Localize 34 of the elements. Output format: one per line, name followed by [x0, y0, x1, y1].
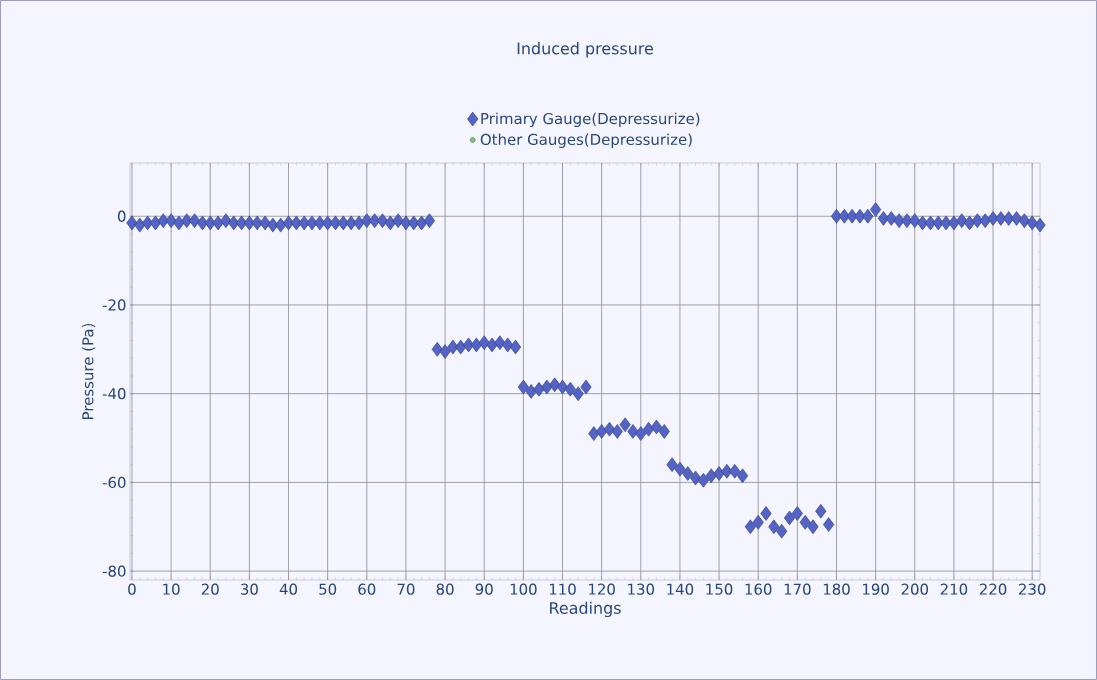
- x-tick-label: 70: [397, 583, 415, 595]
- x-tick-label: 220: [979, 583, 1007, 595]
- y-tick-label: -60: [102, 476, 126, 489]
- x-tick-label: 20: [201, 583, 219, 595]
- y-tick-label: 0: [117, 210, 126, 222]
- x-tick-label: 230: [1019, 583, 1046, 595]
- x-tick-label: 60: [358, 583, 376, 595]
- x-tick-label: 100: [510, 583, 537, 595]
- x-tick-label: 190: [863, 583, 889, 595]
- x-tick-label: 0: [128, 583, 136, 595]
- x-tick-label: 160: [745, 583, 772, 595]
- x-tick-label: 140: [667, 583, 694, 595]
- legend-label: Other Gauges(Depressurize): [480, 133, 692, 148]
- x-tick-label: 110: [549, 583, 576, 595]
- x-tick-label: 210: [940, 583, 968, 595]
- legend-label: Primary Gauge(Depressurize): [481, 112, 700, 128]
- x-tick-label: 80: [436, 583, 454, 595]
- x-axis-title: Readings: [550, 601, 621, 618]
- x-tick-label: 130: [628, 583, 655, 595]
- chart-title: Induced pressure: [517, 42, 653, 58]
- x-tick-label: 180: [823, 583, 850, 595]
- x-tick-label: 90: [475, 583, 493, 595]
- y-axis-title: Pressure (Pa): [81, 323, 96, 419]
- y-tick-label: -80: [102, 565, 126, 577]
- x-tick-label: 50: [319, 583, 337, 595]
- y-tick-label: -40: [102, 388, 126, 400]
- x-tick-label: 120: [589, 583, 615, 595]
- x-tick-label: 10: [163, 583, 180, 595]
- x-tick-label: 40: [279, 583, 298, 595]
- y-tick-label: -20: [102, 299, 126, 311]
- x-tick-label: 30: [241, 583, 258, 595]
- x-tick-label: 200: [901, 583, 929, 595]
- x-tick-label: 150: [706, 583, 733, 595]
- x-tick-label: 170: [784, 583, 811, 595]
